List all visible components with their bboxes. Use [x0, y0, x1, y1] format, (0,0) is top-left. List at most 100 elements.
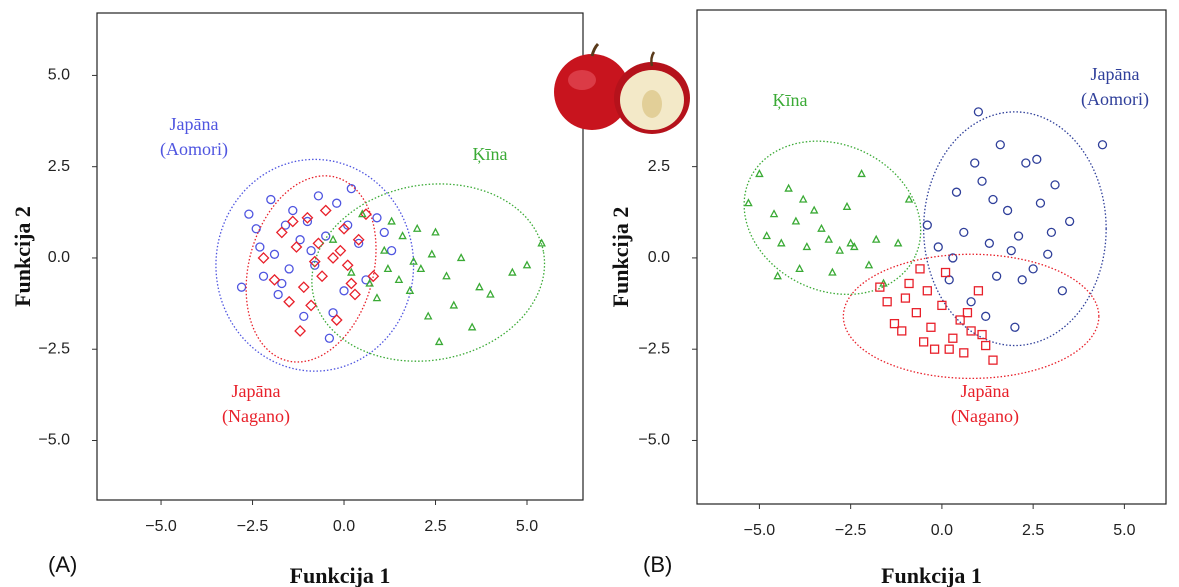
- point: [260, 272, 268, 280]
- point: [399, 233, 405, 239]
- point: [1029, 265, 1037, 273]
- y-tick-label: 2.5: [648, 158, 670, 175]
- point: [931, 345, 939, 353]
- apple-illustration: [554, 44, 690, 134]
- point: [829, 269, 835, 275]
- y-tick-label: 2.5: [48, 158, 70, 175]
- confidence-ellipse: [226, 161, 395, 377]
- point: [967, 298, 975, 306]
- point: [905, 279, 913, 287]
- point: [299, 282, 309, 292]
- point: [778, 240, 784, 246]
- point: [985, 239, 993, 247]
- group-label: Japāna: [1091, 64, 1140, 84]
- group-label: (Nagano): [222, 406, 290, 427]
- x-tick-label: −2.5: [835, 522, 867, 539]
- point: [895, 240, 901, 246]
- point: [906, 196, 912, 202]
- point: [285, 265, 293, 273]
- point: [818, 225, 824, 231]
- point: [923, 221, 931, 229]
- point: [938, 301, 946, 309]
- point: [785, 185, 791, 191]
- x-axis-title: Funkcija 1: [881, 563, 982, 587]
- x-tick-label: 0.0: [333, 518, 355, 535]
- point: [993, 272, 1001, 280]
- point: [866, 262, 872, 268]
- point: [388, 247, 396, 255]
- point: [348, 269, 354, 275]
- x-tick-label: 5.0: [516, 518, 538, 535]
- point: [458, 254, 464, 260]
- figure: −5.0 −2.5 0.0 2.5 5.0 −5.0 −2.5 0.0 2.5 5.0 Funkci…: [0, 0, 1179, 587]
- point: [407, 287, 413, 293]
- point: [509, 269, 515, 275]
- point: [811, 207, 817, 213]
- x-tick-label: −5.0: [744, 522, 776, 539]
- point: [350, 289, 360, 299]
- confidence-ellipse: [216, 159, 414, 371]
- group-label: Japāna: [170, 114, 219, 134]
- point: [436, 338, 442, 344]
- y-axis-title: Funkcija 2: [10, 206, 35, 307]
- point: [960, 228, 968, 236]
- point: [989, 356, 997, 364]
- point: [252, 225, 260, 233]
- point: [317, 271, 327, 281]
- point: [945, 345, 953, 353]
- point: [873, 236, 879, 242]
- point: [307, 247, 315, 255]
- group-label: Ķīna: [773, 90, 808, 110]
- point: [333, 199, 341, 207]
- x-tick-label: 5.0: [1113, 522, 1135, 539]
- point: [1058, 287, 1066, 295]
- point: [927, 323, 935, 331]
- point: [306, 300, 316, 310]
- point: [883, 298, 891, 306]
- point: [916, 265, 924, 273]
- series-points: [923, 108, 1106, 331]
- point: [844, 203, 850, 209]
- point: [388, 218, 394, 224]
- point: [901, 294, 909, 302]
- point: [826, 236, 832, 242]
- confidence-ellipse: [719, 113, 946, 322]
- point: [800, 196, 806, 202]
- point: [267, 196, 275, 204]
- series-points: [876, 265, 997, 364]
- x-tick-label: 2.5: [1022, 522, 1044, 539]
- series-points: [238, 185, 396, 343]
- point: [432, 229, 438, 235]
- point: [289, 207, 297, 215]
- point: [989, 195, 997, 203]
- point: [1033, 155, 1041, 163]
- point: [978, 331, 986, 339]
- point: [851, 243, 857, 249]
- point: [328, 253, 338, 263]
- point: [314, 192, 322, 200]
- point: [451, 302, 457, 308]
- point: [804, 243, 810, 249]
- point: [245, 210, 253, 218]
- x-tick-label: 0.0: [931, 522, 953, 539]
- point: [418, 265, 424, 271]
- point: [469, 324, 475, 330]
- point: [923, 287, 931, 295]
- y-tick-label: −2.5: [638, 340, 670, 357]
- point: [934, 243, 942, 251]
- point: [858, 170, 864, 176]
- point: [1047, 228, 1055, 236]
- point: [1098, 141, 1106, 149]
- point: [381, 247, 387, 253]
- panel-label: (B): [643, 552, 672, 577]
- point: [1018, 276, 1026, 284]
- point: [321, 206, 331, 216]
- point: [325, 334, 333, 342]
- point: [238, 283, 246, 291]
- point: [1066, 217, 1074, 225]
- point: [796, 265, 802, 271]
- point: [949, 334, 957, 342]
- point: [774, 273, 780, 279]
- group-label: (Nagano): [951, 406, 1019, 427]
- x-tick-label: −5.0: [145, 518, 177, 535]
